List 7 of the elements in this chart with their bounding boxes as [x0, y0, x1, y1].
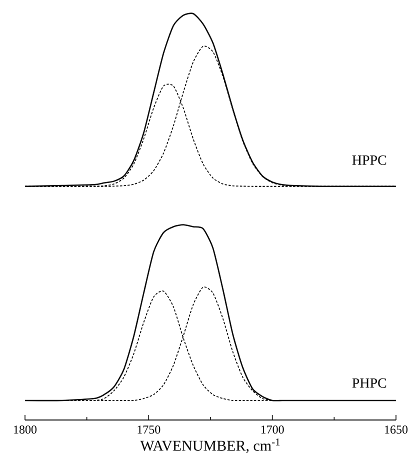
x-axis-title: WAVENUMBER, cm$^{-1}$ — [140, 438, 280, 453]
annotation: HPPC — [352, 155, 386, 165]
x-tick-label: 1650 — [385, 426, 408, 434]
x-tick-label: 1700 — [261, 426, 284, 434]
annotation: PHPC — [352, 378, 386, 388]
x-tick-label: 1750 — [138, 426, 160, 434]
x-tick-label: 1800 — [14, 426, 37, 434]
